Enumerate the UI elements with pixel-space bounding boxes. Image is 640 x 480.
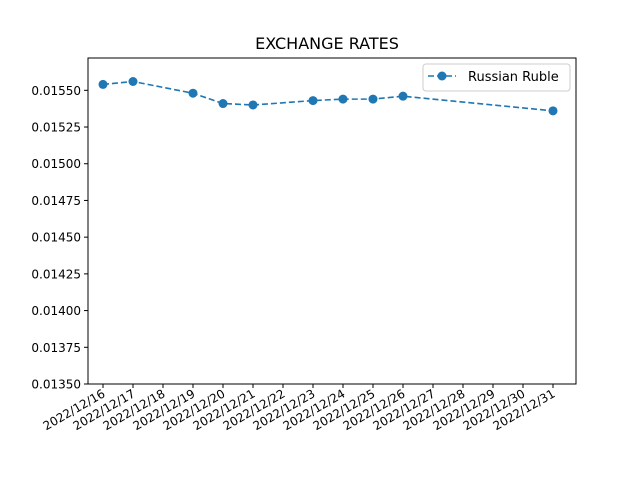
data-point bbox=[398, 91, 408, 101]
y-tick-label: 0.01475 bbox=[31, 194, 81, 208]
legend: Russian Ruble bbox=[422, 63, 571, 92]
legend-marker-swatch bbox=[437, 71, 447, 81]
y-tick-label: 0.01400 bbox=[31, 304, 81, 318]
data-point bbox=[218, 99, 228, 109]
y-tick-label: 0.01550 bbox=[31, 84, 81, 98]
data-point bbox=[308, 96, 318, 106]
series-layer bbox=[98, 76, 558, 116]
y-tick-label: 0.01500 bbox=[31, 157, 81, 171]
plot-frame bbox=[87, 57, 577, 385]
chart-title: EXCHANGE RATES bbox=[255, 34, 399, 53]
data-point bbox=[128, 76, 138, 86]
legend-box bbox=[422, 63, 571, 92]
data-point bbox=[98, 79, 108, 89]
y-tick-label: 0.01350 bbox=[31, 378, 81, 392]
data-point bbox=[338, 94, 348, 104]
y-axis: 0.01350 0.01375 0.01400 0.01425 0.01450 0.014… bbox=[31, 84, 88, 392]
legend-label: Russian Ruble bbox=[468, 70, 559, 85]
data-point bbox=[548, 106, 558, 116]
data-point bbox=[368, 94, 378, 104]
data-point bbox=[248, 100, 258, 110]
y-tick-label: 0.01425 bbox=[31, 267, 81, 281]
data-point bbox=[188, 88, 198, 98]
y-tick-label: 0.01525 bbox=[31, 121, 81, 135]
y-tick-label: 0.01450 bbox=[31, 231, 81, 245]
y-tick-label: 0.01375 bbox=[31, 341, 81, 355]
series-line bbox=[102, 80, 554, 112]
x-axis: 2022/12/162022/12/172022/12/182022/12/19… bbox=[41, 384, 558, 433]
